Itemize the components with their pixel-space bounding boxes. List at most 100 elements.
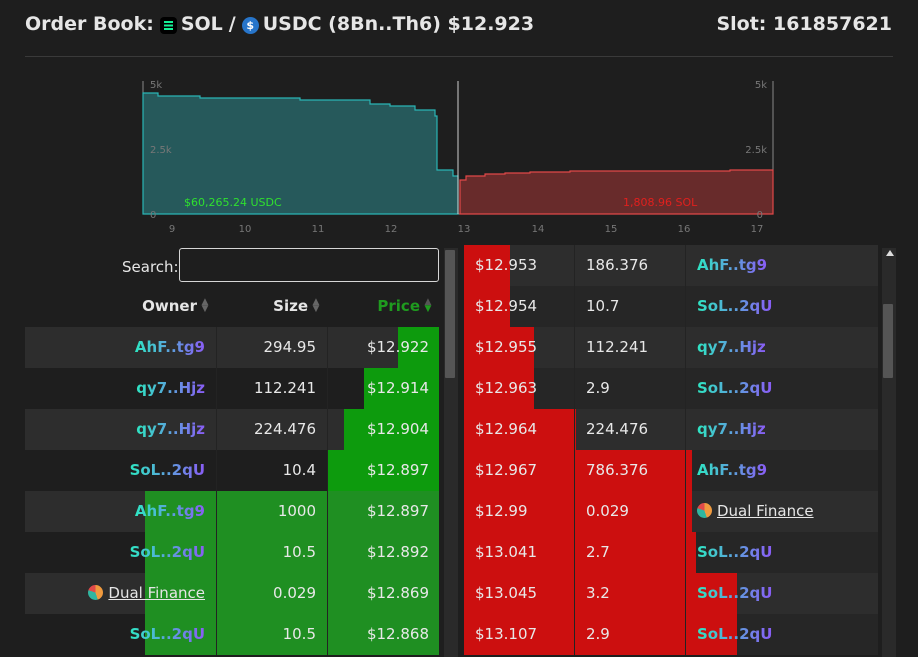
ask-price-cell: $12.964 [464, 409, 575, 450]
x-tick: 16 [678, 224, 691, 235]
ask-row[interactable]: $12.967 786.376 AhF..tg9 [464, 450, 878, 491]
ask-row[interactable]: $12.953 186.376 AhF..tg9 [464, 245, 878, 286]
ask-price: $13.107 [475, 625, 538, 643]
sort-icon: ▲ ▼ [312, 297, 320, 314]
bid-price-cell: $12.868 [328, 614, 439, 655]
asks-scrollbar[interactable] [882, 248, 896, 657]
ask-size-cell: 186.376 [575, 245, 686, 286]
owner-link[interactable]: Dual Finance [108, 584, 205, 602]
bid-row[interactable]: AhF..tg9 294.95 $12.922 [25, 327, 439, 368]
ask-price-cell: $12.967 [464, 450, 575, 491]
bid-row[interactable]: qy7..Hjz 224.476 $12.904 [25, 409, 439, 450]
ask-price-cell: $13.045 [464, 573, 575, 614]
bid-size-cell: 224.476 [217, 409, 328, 450]
x-tick: 11 [312, 224, 325, 235]
bid-row[interactable]: SoL..2qU 10.5 $12.868 [25, 614, 439, 655]
ask-row[interactable]: $12.964 224.476 qy7..Hjz [464, 409, 878, 450]
owner-link[interactable]: SoL..2qU [129, 543, 205, 561]
ask-depth-bar [464, 573, 737, 614]
ask-price-cell: $12.955 [464, 327, 575, 368]
x-tick: 10 [239, 224, 252, 235]
bid-row[interactable]: qy7..Hjz 112.241 $12.914 [25, 368, 439, 409]
bid-owner-cell: qy7..Hjz [25, 409, 217, 450]
owner-link[interactable]: SoL..2qU [129, 625, 205, 643]
bid-row[interactable]: SoL..2qU 10.5 $12.892 [25, 532, 439, 573]
depth-chart-svg: 5k 2.5k 0 5k 2.5k 0 9 10 11 12 13 14 15 … [142, 80, 774, 235]
bids-scrollbar-thumb[interactable] [445, 250, 455, 378]
ask-size-cell: 2.9 [575, 614, 686, 655]
ask-owner-cell: AhF..tg9 [686, 450, 878, 491]
ask-row[interactable]: $13.045 3.2 SoL..2qU [464, 573, 878, 614]
ask-size-cell: 3.2 [575, 573, 686, 614]
ask-size-cell: 112.241 [575, 327, 686, 368]
owner-link[interactable]: qy7..Hjz [136, 379, 205, 397]
ask-row[interactable]: $12.963 2.9 SoL..2qU [464, 368, 878, 409]
bid-row[interactable]: SoL..2qU 10.4 $12.897 [25, 450, 439, 491]
owner-link[interactable]: qy7..Hjz [136, 420, 205, 438]
owner-link[interactable]: AhF..tg9 [134, 502, 205, 520]
bids-scrollbar[interactable] [444, 248, 458, 657]
bid-row[interactable]: Dual Finance 0.029 $12.869 [25, 573, 439, 614]
ask-size: 2.9 [586, 625, 610, 643]
bid-row[interactable]: AhF..tg9 1000 $12.897 [25, 491, 439, 532]
owner-link[interactable]: qy7..Hjz [697, 420, 766, 438]
owner-column-header[interactable]: Owner ▲ ▼ [25, 286, 217, 326]
bid-depth-bar [327, 450, 439, 491]
owner-link[interactable]: AhF..tg9 [697, 256, 768, 274]
owner-link[interactable]: qy7..Hjz [697, 338, 766, 356]
ask-depth-bar [464, 614, 737, 655]
ask-row[interactable]: $12.99 0.029 Dual Finance [464, 491, 878, 532]
owner-link[interactable]: SoL..2qU [697, 625, 773, 643]
search-input[interactable] [179, 248, 439, 282]
sort-icon: ▲ ▼ [201, 297, 209, 314]
scroll-up-icon[interactable] [886, 250, 894, 256]
bid-owner-cell: AhF..tg9 [25, 327, 217, 368]
ask-row[interactable]: $12.954 10.7 SoL..2qU [464, 286, 878, 327]
ask-owner-cell: SoL..2qU [686, 532, 878, 573]
ask-row[interactable]: $13.041 2.7 SoL..2qU [464, 532, 878, 573]
bid-size-cell: 294.95 [217, 327, 328, 368]
ask-row[interactable]: $12.955 112.241 qy7..Hjz [464, 327, 878, 368]
owner-link[interactable]: SoL..2qU [697, 379, 773, 397]
search-label: Search: [122, 258, 179, 276]
x-tick: 9 [169, 224, 175, 235]
ask-size-cell: 2.7 [575, 532, 686, 573]
bid-size: 112.241 [253, 379, 316, 397]
ask-price: $12.99 [475, 502, 528, 520]
title-prefix: Order Book: [25, 13, 154, 35]
ask-size: 224.476 [586, 420, 649, 438]
bid-size: 0.029 [273, 584, 316, 602]
bid-size: 294.95 [263, 338, 317, 356]
x-tick: 15 [605, 224, 618, 235]
ask-size-cell: 786.376 [575, 450, 686, 491]
bid-price: $12.914 [366, 379, 429, 397]
owner-link[interactable]: SoL..2qU [697, 543, 773, 561]
ask-depth-bar [464, 286, 510, 327]
ask-row[interactable]: $13.107 2.9 SoL..2qU [464, 614, 878, 655]
y-tick-left-0: 0 [150, 210, 156, 221]
bid-depth-bar [145, 614, 439, 655]
y-tick-right-2.5k: 2.5k [745, 145, 767, 156]
owner-link[interactable]: Dual Finance [717, 502, 814, 520]
size-column-header[interactable]: Size ▲ ▼ [217, 286, 328, 326]
ask-price-cell: $13.107 [464, 614, 575, 655]
bid-size: 10.5 [282, 625, 316, 643]
owner-link[interactable]: SoL..2qU [129, 461, 205, 479]
owner-link[interactable]: AhF..tg9 [134, 338, 205, 356]
ask-depth-bar [464, 327, 534, 368]
bid-price: $12.897 [366, 502, 429, 520]
sort-desc-icon: ▲ ▼ [424, 297, 432, 314]
owner-link[interactable]: SoL..2qU [697, 584, 773, 602]
owner-link[interactable]: SoL..2qU [697, 297, 773, 315]
bid-price: $12.868 [366, 625, 429, 643]
price-column-header[interactable]: Price ▲ ▼ [328, 286, 439, 326]
ask-size: 2.9 [586, 379, 610, 397]
bid-price-cell: $12.869 [328, 573, 439, 614]
asks-scrollbar-thumb[interactable] [883, 304, 893, 378]
y-tick-left-2.5k: 2.5k [150, 145, 172, 156]
owner-link[interactable]: AhF..tg9 [697, 461, 768, 479]
y-tick-left-5k: 5k [150, 80, 162, 91]
bid-price-cell: $12.904 [328, 409, 439, 450]
ask-size: 112.241 [586, 338, 649, 356]
ask-price: $12.953 [475, 256, 538, 274]
